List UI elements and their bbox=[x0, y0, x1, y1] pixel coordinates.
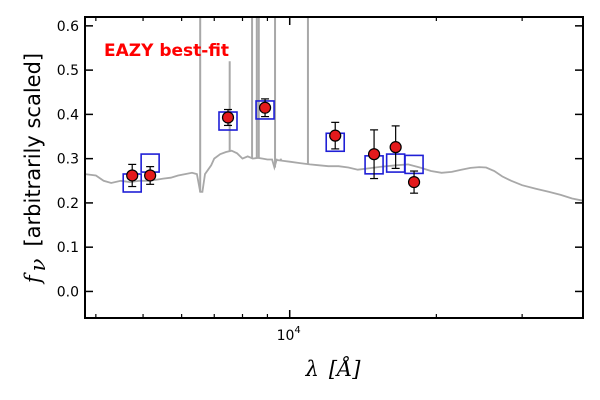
y-axis-label: f ν [arbitrarily scaled] bbox=[21, 53, 50, 285]
observed-point-3 bbox=[258, 101, 272, 114]
x-axis-unit: [Å] bbox=[329, 356, 361, 381]
y-tick-label-4: 0.4 bbox=[57, 107, 79, 123]
plot-frame bbox=[84, 16, 584, 319]
y-axis-text: [arbitrarily scaled] bbox=[21, 53, 45, 247]
x-axis-label: λ [Å] bbox=[305, 356, 362, 381]
observed-point-0 bbox=[126, 169, 139, 182]
x-tick-label-major: 104 bbox=[277, 325, 301, 344]
observed-point-7 bbox=[407, 176, 421, 189]
y-axis-symbol-sub: ν bbox=[26, 258, 50, 271]
observed-point-4 bbox=[329, 129, 342, 142]
y-axis-symbol: f bbox=[21, 272, 45, 285]
x-axis-symbol: λ bbox=[305, 357, 319, 381]
y-tick-label-2: 0.2 bbox=[57, 196, 79, 212]
y-tick-label-0: 0.0 bbox=[57, 284, 79, 300]
observed-point-2 bbox=[221, 111, 235, 124]
x-tick-base: 10 bbox=[277, 328, 295, 344]
observed-point-6 bbox=[389, 141, 402, 154]
y-tick-label-3: 0.3 bbox=[57, 152, 79, 168]
observed-point-5 bbox=[367, 148, 381, 161]
x-tick-exponent: 4 bbox=[294, 325, 300, 336]
template-spectrum-line bbox=[85, 149, 583, 202]
y-tick-label-5: 0.5 bbox=[57, 63, 79, 79]
observed-point-1 bbox=[144, 169, 157, 182]
annotation-eazy-best-fit: EAZY best-fit bbox=[104, 41, 229, 61]
plot-clip-group bbox=[85, 17, 583, 202]
y-tick-label-6: 0.6 bbox=[57, 19, 79, 35]
y-tick-label-1: 0.1 bbox=[57, 240, 79, 256]
plot-area: 0.0 0.1 0.2 0.3 0.4 0.5 0.6 104 bbox=[57, 16, 584, 344]
